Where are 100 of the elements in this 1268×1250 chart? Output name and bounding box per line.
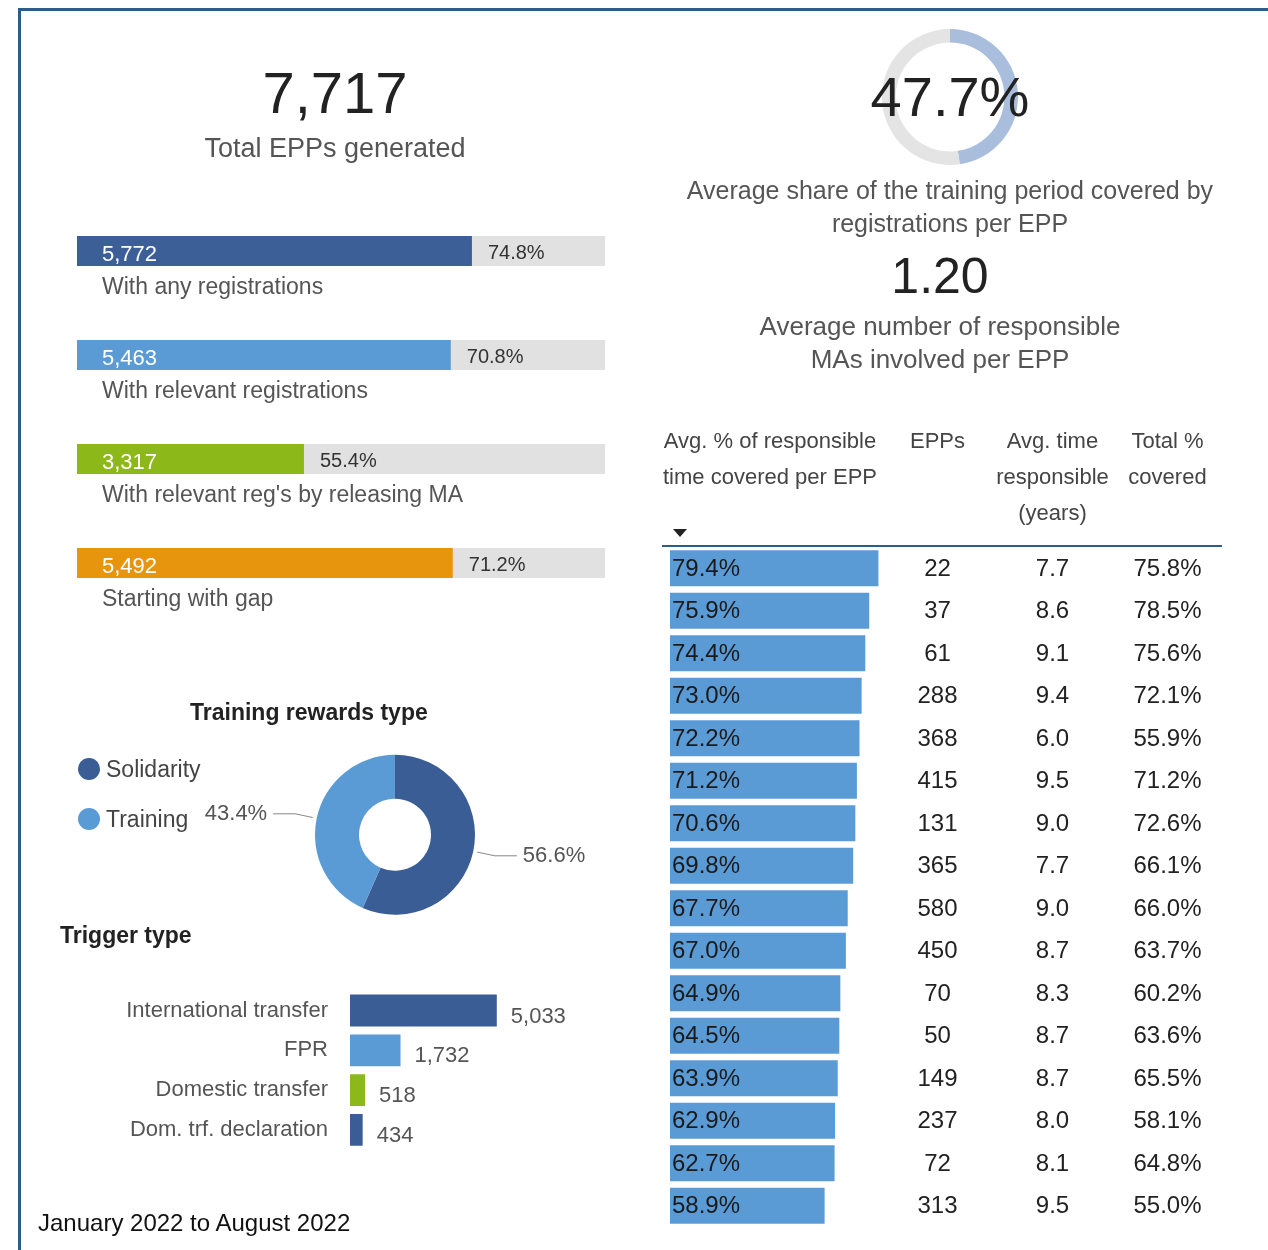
data-label: 450 [917, 936, 958, 964]
bar [350, 1113, 363, 1146]
data-label: 7.7 [1035, 553, 1070, 581]
data-label: 3,317 [102, 449, 158, 475]
data-label: 9.0 [1035, 808, 1070, 836]
data-label: 64.5% [672, 1021, 741, 1049]
data-label: 9.1 [1035, 638, 1070, 666]
legend-label: Solidarity [106, 755, 201, 783]
data-label: 70.6% [672, 808, 741, 836]
bar [670, 1145, 835, 1182]
bar [670, 847, 854, 884]
text: 7,717 [261, 59, 409, 127]
data-label: 61 [924, 638, 951, 666]
bar [350, 1074, 366, 1107]
bar [670, 1017, 840, 1054]
data-label: 67.7% [672, 893, 741, 921]
data-label: 7.7 [1035, 851, 1070, 879]
x-tick-label: EPPs [909, 427, 966, 455]
text: January 2022 to August 2022 [38, 1209, 351, 1237]
data-label: 75.6% [1133, 638, 1202, 666]
data-label: 64.9% [672, 978, 741, 1006]
data-label: 5,492 [102, 553, 158, 579]
x-tick-label: Avg. time responsible (years) [995, 427, 1110, 527]
data-label: 72.6% [1133, 808, 1202, 836]
data-label: 66.0% [1133, 893, 1202, 921]
data-label: 37 [924, 596, 951, 624]
y-tick-label: International transfer [126, 996, 328, 1022]
data-label: 71.2% [1133, 766, 1202, 794]
y-tick-label: With any registrations [102, 273, 324, 300]
bar [350, 1034, 401, 1067]
bar [350, 994, 497, 1027]
text: Average share of the training period covered by registrations per EPP [685, 175, 1215, 239]
data-label: 5,463 [102, 345, 158, 371]
annotation: 70.8% [466, 344, 524, 367]
data-label: 79.4% [672, 553, 741, 581]
data-label: 62.9% [672, 1106, 741, 1134]
data-label: 1,732 [414, 1042, 470, 1068]
text: Average number of responsible MAs involved per EPP [758, 310, 1122, 375]
bar [670, 677, 862, 714]
y-tick-label: Starting with gap [102, 585, 274, 612]
data-label: 63.7% [1133, 936, 1202, 964]
legend-label: Training [106, 805, 189, 833]
y-tick-label: With relevant registrations [102, 377, 368, 404]
data-label: 368 [917, 723, 958, 751]
data-label: 9.5 [1035, 1191, 1070, 1219]
annotation: 71.2% [468, 552, 526, 575]
data-label: 8.7 [1035, 1021, 1070, 1049]
x-tick-label: Total % covered [1127, 427, 1208, 491]
y-tick-label: Domestic transfer [155, 1076, 328, 1102]
data-label: 237 [917, 1106, 958, 1134]
data-label: 365 [917, 851, 958, 879]
y-tick-label: FPR [284, 1036, 328, 1062]
chart-title: Avg. % of responsible time covered per EPP [662, 427, 878, 491]
data-label: 434 [376, 1121, 414, 1147]
data-label: 43.4% [204, 799, 268, 825]
bar [670, 932, 846, 969]
data-label: 74.4% [672, 638, 741, 666]
data-label: 69.8% [672, 851, 741, 879]
data-label: 65.5% [1133, 1063, 1202, 1091]
data-label: 75.9% [672, 596, 741, 624]
data-label: 78.5% [1133, 596, 1202, 624]
bar [670, 720, 860, 757]
data-label: 58.1% [1133, 1106, 1202, 1134]
bar [670, 890, 848, 927]
data-label: 47.7% [870, 65, 1030, 129]
data-label: 64.8% [1133, 1148, 1202, 1176]
data-label: 518 [379, 1082, 416, 1108]
data-label: 131 [917, 808, 958, 836]
data-label: 55.9% [1133, 723, 1202, 751]
data-label: 55.0% [1133, 1191, 1202, 1219]
data-label: 313 [917, 1191, 958, 1219]
y-tick-label: Dom. trf. declaration [129, 1115, 328, 1141]
text: Trigger type [60, 922, 192, 949]
text: 1.20 [890, 247, 990, 306]
data-label: 9.4 [1035, 681, 1070, 709]
data-label: 8.7 [1035, 1063, 1070, 1091]
data-label: 8.0 [1035, 1106, 1070, 1134]
data-label: 288 [917, 681, 958, 709]
annotation: 55.4% [319, 448, 377, 471]
data-label: 149 [917, 1063, 958, 1091]
bar [670, 762, 857, 799]
data-label: 580 [917, 893, 958, 921]
data-label: 6.0 [1035, 723, 1070, 751]
data-label: 50 [924, 1021, 951, 1049]
data-label: 71.2% [672, 766, 741, 794]
data-label: 8.3 [1035, 978, 1070, 1006]
data-label: 9.5 [1035, 766, 1070, 794]
data-label: 72.2% [672, 723, 741, 751]
data-label: 415 [917, 766, 958, 794]
data-label: 22 [924, 553, 951, 581]
data-label: 67.0% [672, 936, 741, 964]
data-label: 63.6% [1133, 1021, 1202, 1049]
data-label: 5,033 [510, 1002, 566, 1028]
data-label: 8.6 [1035, 596, 1070, 624]
bar [670, 805, 856, 842]
y-tick-label: With relevant reg's by releasing MA [102, 481, 464, 508]
bar [670, 1060, 838, 1097]
data-label: 70 [924, 978, 951, 1006]
chart-title: Training rewards type [190, 699, 428, 726]
data-label: 5,772 [102, 241, 158, 267]
